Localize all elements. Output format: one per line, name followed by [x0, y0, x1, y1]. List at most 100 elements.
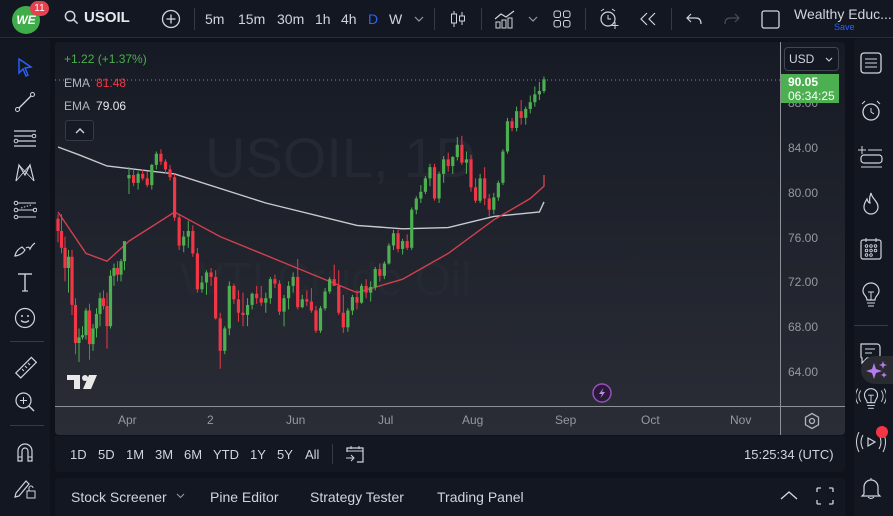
range-1M[interactable]: 1M: [126, 447, 145, 462]
calendar-button[interactable]: [856, 234, 886, 264]
tab-stock-screener[interactable]: Stock Screener: [71, 489, 167, 505]
candles-icon: [451, 11, 465, 27]
ema-slow-label: EMA: [64, 99, 91, 113]
search-icon: [64, 10, 79, 25]
time-label: Jul: [378, 413, 394, 427]
candlestick-chart[interactable]: USOIL, 1D WTI Crude Oil: [55, 42, 845, 435]
lock-drawings-tool[interactable]: [10, 473, 40, 503]
ai-assistant-button[interactable]: [861, 356, 893, 384]
create-alert-button[interactable]: [597, 8, 621, 30]
price-label: 84.00: [788, 141, 819, 155]
indicators-dropdown-button[interactable]: [527, 8, 539, 30]
symbol-search-button[interactable]: USOIL: [64, 9, 130, 26]
range-6M[interactable]: 6M: [184, 447, 203, 462]
stock-screener-dropdown[interactable]: [176, 493, 185, 499]
range-5D[interactable]: 5D: [98, 447, 115, 462]
pattern-tool[interactable]: [10, 158, 40, 188]
ema-slow-legend[interactable]: EMA 79.06: [64, 99, 126, 113]
sparkles-icon: [866, 361, 887, 379]
text-tool[interactable]: [10, 267, 40, 297]
expand-panel-button[interactable]: [779, 489, 799, 501]
watchlist-button[interactable]: [856, 48, 886, 78]
broadcast-lightbulb-icon: [856, 388, 886, 409]
compare-add-symbol-button[interactable]: [160, 8, 182, 30]
collapse-legend-button[interactable]: [65, 120, 94, 141]
range-YTD[interactable]: YTD: [213, 447, 239, 462]
axis-divider: [780, 406, 781, 435]
undo-button[interactable]: [684, 8, 704, 30]
goto-date-button[interactable]: [345, 444, 365, 464]
tab-pine-editor[interactable]: Pine Editor: [210, 489, 279, 505]
events-lightning-marker[interactable]: [592, 383, 612, 403]
object-tree-button[interactable]: [856, 142, 886, 172]
tab-trading-panel[interactable]: Trading Panel: [437, 489, 524, 505]
account-layout-name[interactable]: Wealthy Educ...: [794, 6, 892, 22]
range-All[interactable]: All: [305, 447, 320, 462]
time-label: 2: [207, 413, 214, 427]
watermark-symbol: USOIL, 1D: [205, 126, 476, 189]
range-1Y[interactable]: 1Y: [250, 447, 266, 462]
price-label: 80.00: [788, 186, 819, 200]
time-label: Jun: [286, 413, 306, 427]
chart-type-button[interactable]: [448, 8, 468, 30]
range-3M[interactable]: 3M: [155, 447, 174, 462]
ema-fast-legend[interactable]: EMA 81.48: [64, 76, 126, 90]
horizontal-lines-tool[interactable]: [10, 123, 40, 153]
interval-15m[interactable]: 15m: [238, 11, 266, 27]
ideas-button[interactable]: [856, 280, 886, 310]
layouts-button[interactable]: [551, 8, 573, 30]
currency-select[interactable]: USD: [784, 47, 839, 71]
measure-tool[interactable]: [10, 353, 40, 383]
fire-icon: [863, 192, 879, 215]
trend-line-icon: [15, 92, 35, 112]
emoji-tool[interactable]: [10, 303, 40, 333]
range-5Y[interactable]: 5Y: [277, 447, 293, 462]
brush-icon: [14, 242, 36, 257]
alerts-button[interactable]: [856, 96, 886, 126]
maximize-icon: [816, 487, 834, 505]
timezone-clock[interactable]: 15:25:34 (UTC): [744, 447, 834, 462]
redo-button[interactable]: [722, 8, 742, 30]
price-axis[interactable]: [780, 42, 845, 406]
chart-settings-button[interactable]: [803, 412, 821, 430]
fullscreen-button[interactable]: [760, 8, 780, 30]
magnet-tool[interactable]: [10, 437, 40, 467]
interval-4h[interactable]: 4h: [341, 11, 357, 27]
interval-5m[interactable]: 5m: [205, 11, 225, 27]
currency-value: USD: [789, 52, 815, 66]
fib-retracement-tool[interactable]: [10, 195, 40, 225]
watchlist-icon: [860, 52, 882, 74]
save-layout-link[interactable]: Save: [834, 22, 855, 32]
interval-D[interactable]: D: [368, 11, 379, 27]
date-range-bar: [55, 436, 845, 472]
interval-dropdown-button[interactable]: [412, 8, 426, 30]
replay-button[interactable]: [638, 8, 658, 30]
trend-line-tool[interactable]: [10, 87, 40, 117]
idea-stream-button[interactable]: [856, 383, 886, 413]
tab-strategy-tester[interactable]: Strategy Tester: [310, 489, 404, 505]
brush-tool[interactable]: [10, 232, 40, 262]
zoom-in-tool[interactable]: [10, 387, 40, 417]
interval-W[interactable]: W: [389, 11, 403, 27]
notifications-button[interactable]: [856, 473, 886, 503]
bottom-panel-bar: [55, 478, 845, 516]
time-label: Oct: [641, 413, 660, 427]
interval-1h[interactable]: 1h: [315, 11, 331, 27]
hotlists-button[interactable]: [856, 189, 886, 219]
time-label: Apr: [118, 413, 137, 427]
redo-icon: [724, 13, 740, 25]
calendar-goto-icon: [346, 446, 364, 463]
indicators-button[interactable]: [493, 8, 517, 30]
logo-text: WE: [16, 13, 36, 27]
chart-pane[interactable]: USOIL, 1D WTI Crude Oil: [55, 42, 845, 435]
maximize-panel-button[interactable]: [816, 487, 834, 505]
live-streams-button[interactable]: [856, 427, 886, 457]
time-label: Nov: [730, 413, 752, 427]
cursor-tool[interactable]: [10, 52, 40, 82]
interval-30m[interactable]: 30m: [277, 11, 305, 27]
time-axis[interactable]: [55, 406, 845, 435]
time-label: Sep: [555, 413, 577, 427]
range-1D[interactable]: 1D: [70, 447, 87, 462]
zoom-in-icon: [15, 392, 35, 412]
live-indicator-dot: [876, 426, 888, 438]
